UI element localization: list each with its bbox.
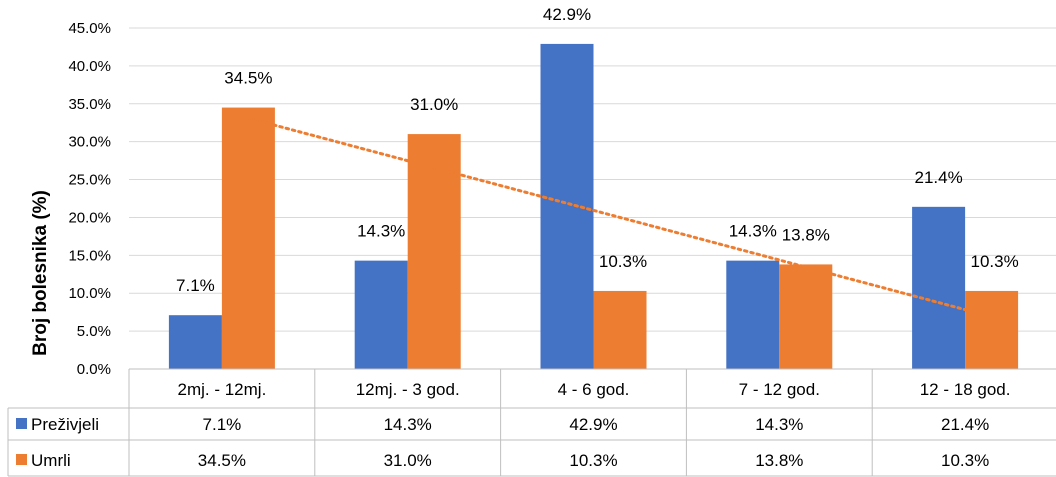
legend-key <box>16 418 27 429</box>
y-tick-label: 20.0% <box>68 209 111 226</box>
legend-key <box>16 454 27 465</box>
data-table: 2mj. - 12mj. 12mj. - 3 god. 4 - 6 god. 7 - … <box>7 368 1056 477</box>
y-tick-label: 15.0% <box>68 247 111 264</box>
table-cell: 10.3% <box>941 451 989 470</box>
data-label: 34.5% <box>224 69 272 88</box>
trendline <box>246 116 994 319</box>
category-label: 7 - 12 god. <box>739 380 820 399</box>
y-axis-ticks: 0.0% 5.0% 10.0% 15.0% 20.0% 25.0% 30.0% 35.0% 40… <box>68 20 111 378</box>
bar-survived <box>168 315 222 369</box>
table-cell: 13.8% <box>755 451 803 470</box>
data-label: 42.9% <box>543 5 591 24</box>
table-cell: 31.0% <box>384 451 432 470</box>
table-cell: 14.3% <box>755 415 803 434</box>
bar-died <box>593 290 647 369</box>
data-label: 14.3% <box>357 222 405 241</box>
trendline-umrli <box>246 116 994 319</box>
data-labels: 7.1% 14.3% 42.9% 14.3% 21.4% 34.5% 31.0% 10.3% 1… <box>176 5 1019 295</box>
data-label: 10.3% <box>970 252 1018 271</box>
y-tick-label: 45.0% <box>68 20 111 37</box>
y-tick-label: 30.0% <box>68 134 111 151</box>
data-label: 13.8% <box>782 225 830 244</box>
y-tick-label: 25.0% <box>68 172 111 189</box>
legend-label: Preživjeli <box>31 415 99 434</box>
category-label: 4 - 6 god. <box>558 380 630 399</box>
category-label: 2mj. - 12mj. <box>178 380 267 399</box>
bar-survived <box>726 260 780 369</box>
y-tick-label: 40.0% <box>68 58 111 75</box>
data-label: 10.3% <box>599 252 647 271</box>
y-tick-label: 10.0% <box>68 285 111 302</box>
category-label: 12mj. - 3 god. <box>356 380 460 399</box>
data-label: 14.3% <box>729 222 777 241</box>
y-tick-label: 35.0% <box>68 96 111 113</box>
data-label: 7.1% <box>176 276 215 295</box>
data-label: 21.4% <box>914 168 962 187</box>
category-label: 12 - 18 god. <box>920 380 1011 399</box>
table-cell: 21.4% <box>941 415 989 434</box>
y-axis-label: Broj bolesnika (%) <box>30 190 51 356</box>
data-label: 31.0% <box>410 95 458 114</box>
bar-survived <box>540 43 594 370</box>
legend-label: Umrli <box>31 451 71 470</box>
bars <box>168 43 1019 370</box>
bar-died <box>779 264 833 369</box>
bar-died <box>221 107 275 370</box>
bar-died <box>407 134 461 369</box>
table-cell: 7.1% <box>203 415 242 434</box>
table-cell: 14.3% <box>384 415 432 434</box>
bar-died <box>965 290 1019 369</box>
table-cell: 42.9% <box>569 415 617 434</box>
bar-survived <box>354 260 408 369</box>
table-cell: 34.5% <box>198 451 246 470</box>
bar-survived <box>912 206 966 369</box>
table-cell: 10.3% <box>569 451 617 470</box>
y-tick-label: 0.0% <box>77 361 111 378</box>
y-tick-label: 5.0% <box>77 323 111 340</box>
